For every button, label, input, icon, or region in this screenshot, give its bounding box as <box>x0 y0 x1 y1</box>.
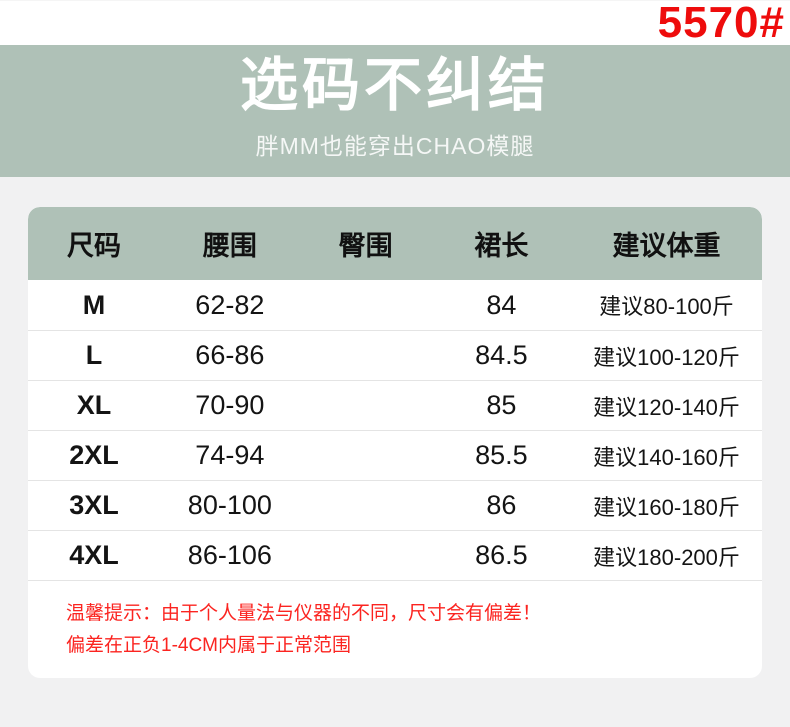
disclaimer-line-2: 偏差在正负1-4CM内属于正常范围 <box>66 635 352 656</box>
header-hip: 臀围 <box>338 231 393 261</box>
weight-cell: 建议80-100斤 <box>599 294 734 319</box>
size-cell: L <box>85 340 103 370</box>
table-row: 2XL 74-94 85.5 建议140-160斤 <box>28 430 762 480</box>
table-row: 3XL 80-100 86 建议160-180斤 <box>28 480 762 530</box>
waist-cell: 86-106 <box>187 540 272 570</box>
header-length: 裙长 <box>474 231 529 261</box>
length-cell: 85 <box>486 390 517 420</box>
content-area: 尺码 腰围 臀围 裙长 建议体重 M 62-82 84 建议80-100斤 L … <box>0 177 790 727</box>
banner-title: 选码不纠结 <box>239 53 550 118</box>
weight-cell: 建议140-160斤 <box>593 444 740 470</box>
waist-cell: 80-100 <box>187 490 272 520</box>
table-row: L 66-86 84.5 建议100-120斤 <box>28 330 762 380</box>
size-cell: M <box>82 289 106 320</box>
product-code: 5570# <box>657 0 785 47</box>
table-row: 4XL 86-106 86.5 建议180-200斤 <box>28 530 762 580</box>
waist-cell: 70-90 <box>195 390 265 420</box>
table-row: M 62-82 84 建议80-100斤 <box>28 280 762 330</box>
length-cell: 84 <box>486 289 517 320</box>
size-table-card: 尺码 腰围 臀围 裙长 建议体重 M 62-82 84 建议80-100斤 L … <box>28 207 762 678</box>
disclaimer-line-1: 温馨提示：由于个人量法与仪器的不同，尺寸会有偏差！ <box>66 603 542 624</box>
size-cell: 3XL <box>69 490 119 520</box>
size-cell: 4XL <box>69 540 119 570</box>
weight-cell: 建议160-180斤 <box>593 494 740 520</box>
weight-cell: 建议120-140斤 <box>593 394 740 420</box>
header-weight: 建议体重 <box>612 231 721 261</box>
size-table-header-row: 尺码 腰围 臀围 裙长 建议体重 <box>28 207 762 280</box>
waist-cell: 66-86 <box>195 340 265 370</box>
length-cell: 85.5 <box>475 440 528 470</box>
table-row: XL 70-90 85 建议120-140斤 <box>28 380 762 430</box>
size-cell: XL <box>76 390 112 420</box>
waist-cell: 74-94 <box>195 440 265 470</box>
weight-cell: 建议100-120斤 <box>593 344 740 370</box>
length-cell: 86.5 <box>475 540 528 570</box>
top-strip: 5570# <box>0 0 790 47</box>
weight-cell: 建议180-200斤 <box>593 544 740 570</box>
length-cell: 86 <box>486 490 517 520</box>
waist-cell: 62-82 <box>195 289 265 320</box>
header-size: 尺码 <box>67 231 122 261</box>
size-disclaimer: 温馨提示：由于个人量法与仪器的不同，尺寸会有偏差！ 偏差在正负1-4CM内属于正… <box>28 580 762 678</box>
banner-subtitle: 胖MM也能穿出CHAO模腿 <box>255 133 535 159</box>
size-cell: 2XL <box>69 440 119 470</box>
header-waist: 腰围 <box>202 231 257 261</box>
length-cell: 84.5 <box>475 340 528 370</box>
banner: 选码不纠结 胖MM也能穿出CHAO模腿 <box>0 45 790 177</box>
